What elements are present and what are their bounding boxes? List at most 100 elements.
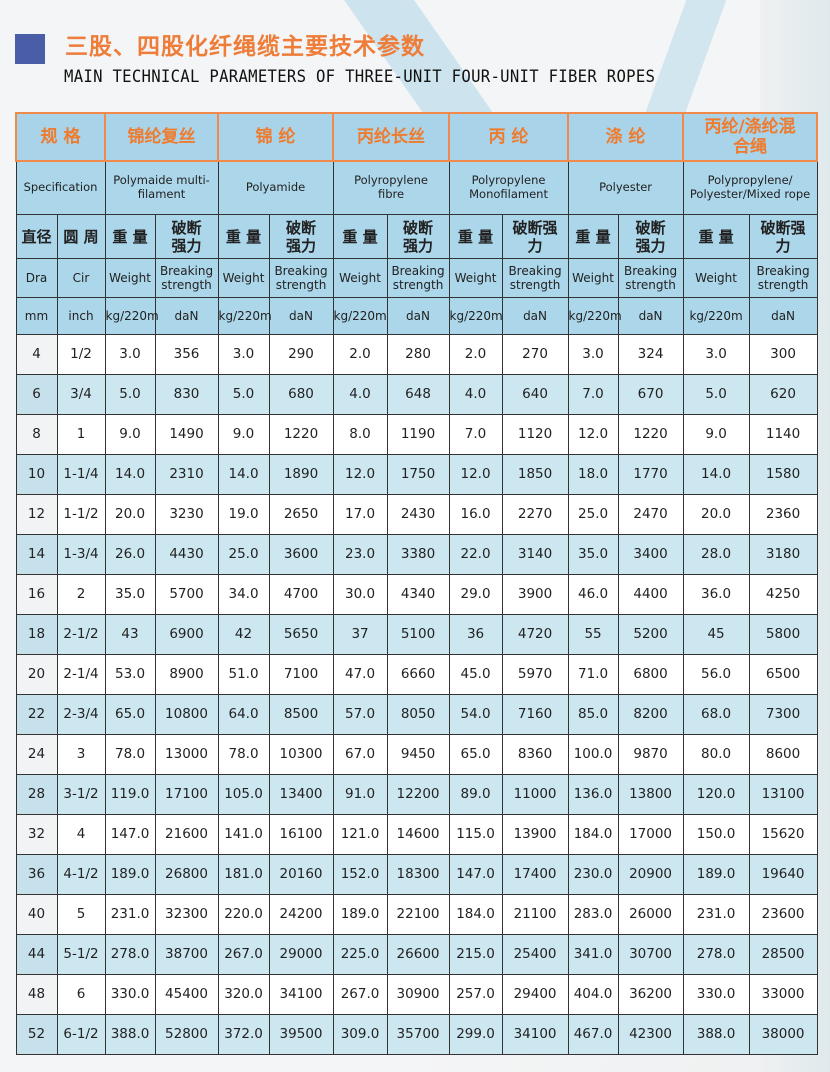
- weight-cn-header: 重 量: [217, 214, 270, 259]
- table-cell: 14.0: [682, 454, 750, 495]
- material-en-header: Polyamide: [217, 160, 334, 215]
- table-row: 18 2-1/2 43 6900 42 5650 37 5100 36 4720 55 5200 45 5…: [15, 614, 818, 655]
- table-cell: 152.0: [332, 854, 388, 895]
- table-cell: 26800: [154, 854, 219, 895]
- table-cell: 1190: [386, 414, 450, 455]
- table-cell: 29.0: [448, 574, 503, 615]
- table-cell: 230.0: [567, 854, 619, 895]
- table-cell: 26000: [617, 894, 684, 935]
- table-cell: 225.0: [332, 934, 388, 975]
- table-cell: 21600: [154, 814, 219, 855]
- table-cell: 5: [56, 894, 106, 935]
- table-row: 12 1-1/2 20.0 3230 19.0 2650 17.0 2430 16.0 2270 2…: [15, 494, 818, 535]
- table-cell: 670: [617, 374, 684, 415]
- table-cell: 8500: [268, 694, 334, 735]
- table-cell: 2650: [268, 494, 334, 535]
- table-cell: 8050: [386, 694, 450, 735]
- table-cell: 356: [154, 334, 219, 375]
- background-stripe: [642, 0, 730, 120]
- material-en-header: Polymaide multi-filament: [104, 160, 219, 215]
- table-cell: 71.0: [567, 654, 619, 695]
- table-cell: 9450: [386, 734, 450, 775]
- table-cell: 4250: [748, 574, 818, 615]
- table-cell: 11000: [501, 774, 569, 815]
- table-cell: 8: [15, 414, 58, 455]
- table-cell: 3180: [748, 534, 818, 575]
- table-row: 8 1 9.0 1490 9.0 1220 8.0 1190 7.0 1120 12.0 1220 9.…: [15, 414, 818, 455]
- table-cell: 47.0: [332, 654, 388, 695]
- table-cell: 5.0: [682, 374, 750, 415]
- table-cell: 4: [56, 814, 106, 855]
- table-cell: 640: [501, 374, 569, 415]
- table-cell: 16.0: [448, 494, 503, 535]
- table-cell: 68.0: [682, 694, 750, 735]
- table-cell: 6800: [617, 654, 684, 695]
- table-cell: 36200: [617, 974, 684, 1015]
- table-cell: 42: [217, 614, 270, 655]
- table-cell: 620: [748, 374, 818, 415]
- material-cn-header: 涤 纶: [567, 112, 685, 162]
- table-cell: 20.0: [682, 494, 750, 535]
- table-cell: 1/2: [56, 334, 106, 375]
- table-cell: 45.0: [448, 654, 503, 695]
- table-cell: 9.0: [217, 414, 270, 455]
- table-cell: 4.0: [332, 374, 388, 415]
- table-cell: 141.0: [217, 814, 270, 855]
- table-cell: 80.0: [682, 734, 750, 775]
- table-cell: 8900: [154, 654, 219, 695]
- table-cell: 8.0: [332, 414, 388, 455]
- table-cell: 18300: [386, 854, 450, 895]
- table-cell: 10800: [154, 694, 219, 735]
- table-cell: 26.0: [104, 534, 156, 575]
- table-cell: 388.0: [682, 1014, 750, 1055]
- table-cell: 48: [15, 974, 58, 1015]
- table-cell: 46.0: [567, 574, 619, 615]
- weight-cn-header: 重 量: [104, 214, 156, 259]
- table-cell: 7.0: [448, 414, 503, 455]
- table-cell: 181.0: [217, 854, 270, 895]
- header-row-en: Specification Polymaide multi-filament P…: [15, 160, 818, 215]
- table-cell: 34.0: [217, 574, 270, 615]
- header-row-cn: 规 格 锦纶复丝 锦 纶 丙纶长丝 丙 纶 涤 纶 丙纶/涤纶混合绳: [14, 112, 819, 162]
- material-en-header: Polyester: [567, 160, 684, 215]
- table-row: 52 6-1/2 388.0 52800 372.0 39500 309.0 35700 299…: [15, 1014, 818, 1055]
- table-cell: 830: [154, 374, 219, 415]
- table-cell: 2360: [748, 494, 818, 535]
- table-cell: 320.0: [217, 974, 270, 1015]
- table-cell: 36: [15, 854, 58, 895]
- dia-cn-header: 直径: [15, 214, 58, 259]
- table-cell: 280: [386, 334, 450, 375]
- break-unit-header: daN: [748, 297, 818, 335]
- table-cell: 33000: [748, 974, 818, 1015]
- table-cell: 26600: [386, 934, 450, 975]
- table-cell: 3600: [268, 534, 334, 575]
- table-cell: 220.0: [217, 894, 270, 935]
- table-row: 24 3 78.0 13000 78.0 10300 67.0 9450 65.0 8360 100…: [15, 734, 818, 775]
- table-cell: 6: [56, 974, 106, 1015]
- material-cn-header: 丙 纶: [448, 112, 570, 162]
- table-cell: 20900: [617, 854, 684, 895]
- table-cell: 1: [56, 414, 106, 455]
- table-cell: 22: [15, 694, 58, 735]
- weight-cn-header: 重 量: [448, 214, 503, 259]
- table-cell: 267.0: [217, 934, 270, 975]
- table-cell: 35.0: [567, 534, 619, 575]
- table-cell: 17000: [617, 814, 684, 855]
- table-cell: 78.0: [104, 734, 156, 775]
- table-row: 10 1-1/4 14.0 2310 14.0 1890 12.0 1750 12.0 1850 1…: [15, 454, 818, 495]
- table-cell: 15620: [748, 814, 818, 855]
- table-cell: 309.0: [332, 1014, 388, 1055]
- material-cn-header: 丙纶/涤纶混合绳: [682, 112, 819, 162]
- table-cell: 13100: [748, 774, 818, 815]
- table-cell: 64.0: [217, 694, 270, 735]
- table-cell: 12: [15, 494, 58, 535]
- table-cell: 91.0: [332, 774, 388, 815]
- table-cell: 278.0: [682, 934, 750, 975]
- table-cell: 32: [15, 814, 58, 855]
- table-cell: 17100: [154, 774, 219, 815]
- table-cell: 35.0: [104, 574, 156, 615]
- break-en-header: Breaking strength: [154, 258, 219, 298]
- break-unit-header: daN: [501, 297, 569, 335]
- table-cell: 16: [15, 574, 58, 615]
- table-cell: 14.0: [217, 454, 270, 495]
